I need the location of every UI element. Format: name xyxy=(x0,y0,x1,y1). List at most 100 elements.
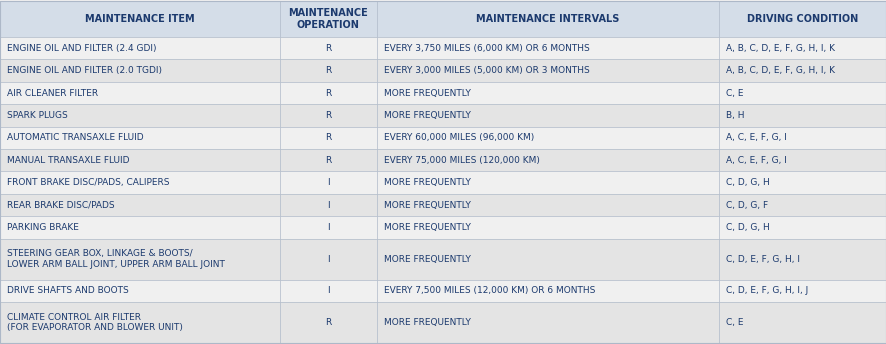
Bar xyxy=(377,194,719,216)
Text: MAINTENANCE ITEM: MAINTENANCE ITEM xyxy=(85,14,195,24)
Bar xyxy=(280,82,377,104)
Bar xyxy=(719,82,886,104)
Bar xyxy=(377,171,719,194)
Text: MAINTENANCE INTERVALS: MAINTENANCE INTERVALS xyxy=(476,14,619,24)
Text: R: R xyxy=(325,66,331,75)
Bar xyxy=(0,302,280,343)
Bar xyxy=(719,60,886,82)
Text: EVERY 3,750 MILES (6,000 KM) OR 6 MONTHS: EVERY 3,750 MILES (6,000 KM) OR 6 MONTHS xyxy=(384,44,589,53)
Text: MANUAL TRANSAXLE FLUID: MANUAL TRANSAXLE FLUID xyxy=(7,156,129,165)
Bar xyxy=(0,82,280,104)
Bar xyxy=(280,239,377,280)
Bar xyxy=(280,104,377,127)
Bar xyxy=(0,104,280,127)
Bar xyxy=(377,82,719,104)
Text: C, D, E, F, G, H, I, J: C, D, E, F, G, H, I, J xyxy=(726,286,808,295)
Text: MORE FREQUENTLY: MORE FREQUENTLY xyxy=(384,223,470,232)
Text: ENGINE OIL AND FILTER (2.0 TGDI): ENGINE OIL AND FILTER (2.0 TGDI) xyxy=(7,66,162,75)
Text: R: R xyxy=(325,111,331,120)
Bar xyxy=(0,171,280,194)
Text: STEERING GEAR BOX, LINKAGE & BOOTS/
LOWER ARM BALL JOINT, UPPER ARM BALL JOINT: STEERING GEAR BOX, LINKAGE & BOOTS/ LOWE… xyxy=(7,249,225,269)
Bar xyxy=(377,280,719,302)
Text: A, B, C, D, E, F, G, H, I, K: A, B, C, D, E, F, G, H, I, K xyxy=(726,66,835,75)
Text: REAR BRAKE DISC/PADS: REAR BRAKE DISC/PADS xyxy=(7,201,114,209)
Text: MORE FREQUENTLY: MORE FREQUENTLY xyxy=(384,255,470,264)
Bar xyxy=(0,1,280,37)
Text: I: I xyxy=(327,223,330,232)
Text: AIR CLEANER FILTER: AIR CLEANER FILTER xyxy=(7,88,98,98)
Text: SPARK PLUGS: SPARK PLUGS xyxy=(7,111,67,120)
Bar xyxy=(719,239,886,280)
Text: R: R xyxy=(325,44,331,53)
Bar xyxy=(280,149,377,171)
Bar xyxy=(280,280,377,302)
Bar xyxy=(0,37,280,60)
Bar xyxy=(280,194,377,216)
Text: FRONT BRAKE DISC/PADS, CALIPERS: FRONT BRAKE DISC/PADS, CALIPERS xyxy=(7,178,169,187)
Text: EVERY 75,000 MILES (120,000 KM): EVERY 75,000 MILES (120,000 KM) xyxy=(384,156,540,165)
Text: MAINTENANCE
OPERATION: MAINTENANCE OPERATION xyxy=(288,8,369,30)
Bar xyxy=(0,149,280,171)
Text: AUTOMATIC TRANSAXLE FLUID: AUTOMATIC TRANSAXLE FLUID xyxy=(7,133,144,142)
Bar xyxy=(377,104,719,127)
Bar xyxy=(377,239,719,280)
Bar xyxy=(280,1,377,37)
Bar xyxy=(280,302,377,343)
Text: ENGINE OIL AND FILTER (2.4 GDI): ENGINE OIL AND FILTER (2.4 GDI) xyxy=(7,44,157,53)
Text: EVERY 3,000 MILES (5,000 KM) OR 3 MONTHS: EVERY 3,000 MILES (5,000 KM) OR 3 MONTHS xyxy=(384,66,589,75)
Text: I: I xyxy=(327,178,330,187)
Bar xyxy=(280,127,377,149)
Bar xyxy=(0,280,280,302)
Text: PARKING BRAKE: PARKING BRAKE xyxy=(7,223,79,232)
Text: I: I xyxy=(327,201,330,209)
Text: A, C, E, F, G, I: A, C, E, F, G, I xyxy=(726,156,787,165)
Text: C, E: C, E xyxy=(726,318,743,327)
Text: C, D, G, F: C, D, G, F xyxy=(726,201,767,209)
Bar xyxy=(719,171,886,194)
Bar xyxy=(0,194,280,216)
Bar xyxy=(719,127,886,149)
Text: R: R xyxy=(325,88,331,98)
Bar xyxy=(280,171,377,194)
Bar xyxy=(0,60,280,82)
Text: CLIMATE CONTROL AIR FILTER
(FOR EVAPORATOR AND BLOWER UNIT): CLIMATE CONTROL AIR FILTER (FOR EVAPORAT… xyxy=(7,313,183,332)
Text: I: I xyxy=(327,286,330,295)
Text: A, B, C, D, E, F, G, H, I, K: A, B, C, D, E, F, G, H, I, K xyxy=(726,44,835,53)
Bar xyxy=(719,149,886,171)
Bar xyxy=(0,216,280,239)
Bar xyxy=(719,1,886,37)
Text: MORE FREQUENTLY: MORE FREQUENTLY xyxy=(384,111,470,120)
Bar xyxy=(377,1,719,37)
Bar xyxy=(280,37,377,60)
Bar xyxy=(719,194,886,216)
Text: MORE FREQUENTLY: MORE FREQUENTLY xyxy=(384,178,470,187)
Bar xyxy=(719,302,886,343)
Bar xyxy=(377,302,719,343)
Text: MORE FREQUENTLY: MORE FREQUENTLY xyxy=(384,88,470,98)
Text: R: R xyxy=(325,156,331,165)
Text: EVERY 7,500 MILES (12,000 KM) OR 6 MONTHS: EVERY 7,500 MILES (12,000 KM) OR 6 MONTH… xyxy=(384,286,595,295)
Text: MORE FREQUENTLY: MORE FREQUENTLY xyxy=(384,201,470,209)
Text: C, D, E, F, G, H, I: C, D, E, F, G, H, I xyxy=(726,255,799,264)
Bar xyxy=(0,127,280,149)
Text: EVERY 60,000 MILES (96,000 KM): EVERY 60,000 MILES (96,000 KM) xyxy=(384,133,533,142)
Bar xyxy=(377,149,719,171)
Bar xyxy=(280,60,377,82)
Bar xyxy=(377,60,719,82)
Bar xyxy=(377,37,719,60)
Bar xyxy=(280,216,377,239)
Text: C, D, G, H: C, D, G, H xyxy=(726,223,769,232)
Text: A, C, E, F, G, I: A, C, E, F, G, I xyxy=(726,133,787,142)
Text: DRIVING CONDITION: DRIVING CONDITION xyxy=(747,14,858,24)
Text: I: I xyxy=(327,255,330,264)
Text: R: R xyxy=(325,133,331,142)
Bar xyxy=(377,216,719,239)
Text: DRIVE SHAFTS AND BOOTS: DRIVE SHAFTS AND BOOTS xyxy=(7,286,128,295)
Text: R: R xyxy=(325,318,331,327)
Bar xyxy=(719,216,886,239)
Text: MORE FREQUENTLY: MORE FREQUENTLY xyxy=(384,318,470,327)
Bar xyxy=(719,104,886,127)
Bar xyxy=(377,127,719,149)
Text: C, D, G, H: C, D, G, H xyxy=(726,178,769,187)
Text: C, E: C, E xyxy=(726,88,743,98)
